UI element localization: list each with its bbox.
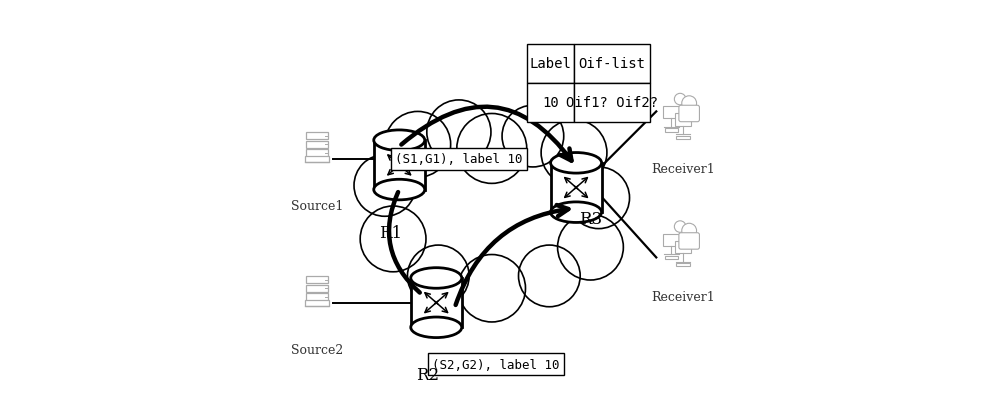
Bar <box>527 83 574 122</box>
Circle shape <box>682 97 697 112</box>
Text: Receiver1: Receiver1 <box>651 163 715 176</box>
Circle shape <box>568 168 630 229</box>
Text: R3: R3 <box>579 210 602 227</box>
Bar <box>306 150 328 157</box>
Text: (S1,G1), label 10: (S1,G1), label 10 <box>395 153 523 166</box>
Circle shape <box>354 155 416 217</box>
Bar <box>574 83 650 122</box>
Circle shape <box>674 221 686 233</box>
FancyBboxPatch shape <box>551 164 602 213</box>
FancyArrowPatch shape <box>401 107 572 161</box>
Ellipse shape <box>374 131 425 151</box>
Bar <box>663 107 680 119</box>
Ellipse shape <box>411 268 462 289</box>
Circle shape <box>457 114 527 184</box>
FancyBboxPatch shape <box>411 278 462 328</box>
FancyArrowPatch shape <box>456 206 568 305</box>
Circle shape <box>385 112 451 178</box>
Bar <box>663 234 680 246</box>
Circle shape <box>360 206 426 272</box>
Ellipse shape <box>411 317 462 338</box>
Ellipse shape <box>551 202 602 223</box>
Bar <box>675 241 691 254</box>
Text: Label: Label <box>529 57 571 71</box>
Text: Oif-list: Oif-list <box>579 57 646 71</box>
FancyBboxPatch shape <box>679 233 699 249</box>
Bar <box>675 114 691 126</box>
Bar <box>305 301 329 306</box>
Text: Receiver1: Receiver1 <box>651 290 715 303</box>
Text: 10: 10 <box>542 96 559 110</box>
Bar <box>306 133 328 140</box>
Circle shape <box>407 245 469 307</box>
Text: R2: R2 <box>416 366 440 383</box>
Text: R1: R1 <box>379 225 403 242</box>
Ellipse shape <box>551 153 602 174</box>
Text: Source2: Source2 <box>291 344 343 356</box>
Circle shape <box>502 106 564 168</box>
Circle shape <box>519 245 580 307</box>
Bar <box>676 263 690 267</box>
Bar <box>665 129 678 132</box>
FancyArrowPatch shape <box>389 192 420 293</box>
Bar <box>306 276 328 284</box>
FancyBboxPatch shape <box>374 141 425 190</box>
Ellipse shape <box>374 180 425 200</box>
Bar <box>665 256 678 259</box>
Text: (S2,G2), label 10: (S2,G2), label 10 <box>432 358 560 371</box>
Bar <box>306 141 328 149</box>
Text: Oif1? Oif2?: Oif1? Oif2? <box>566 96 658 110</box>
Circle shape <box>427 101 491 165</box>
Bar <box>676 136 690 140</box>
FancyBboxPatch shape <box>679 106 699 122</box>
Bar <box>306 294 328 301</box>
Bar <box>574 45 650 83</box>
Circle shape <box>674 94 686 106</box>
Circle shape <box>541 120 607 186</box>
Circle shape <box>458 255 525 322</box>
Circle shape <box>682 224 697 238</box>
Bar <box>306 285 328 292</box>
Text: Source1: Source1 <box>291 200 343 213</box>
Bar <box>527 45 574 83</box>
Circle shape <box>558 215 623 280</box>
Bar <box>305 157 329 163</box>
